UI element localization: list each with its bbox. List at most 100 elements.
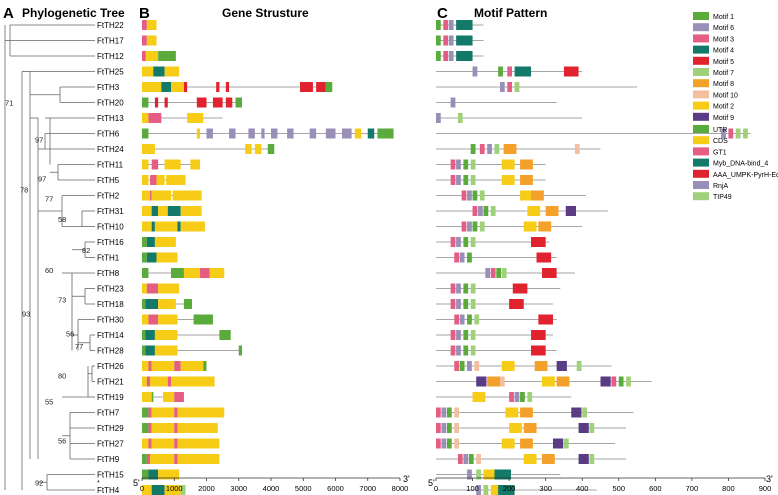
motif-7	[589, 454, 595, 464]
motif-1	[498, 66, 503, 77]
motif-6	[514, 392, 520, 402]
gene-label: FtTH5	[97, 176, 120, 185]
motif-8	[556, 376, 570, 387]
motif-6	[478, 206, 483, 216]
motif-9	[571, 407, 582, 418]
gene-block-myb	[177, 221, 181, 232]
legend-swatch	[693, 192, 709, 201]
legend-label: Motif 9	[713, 115, 734, 122]
gene-block-gt1	[174, 361, 181, 371]
motif-9	[565, 206, 577, 216]
gene-block-gt1	[148, 407, 152, 418]
gene-block-cds	[142, 113, 149, 123]
motif-9	[556, 361, 567, 371]
gene-block-utr	[219, 330, 231, 340]
gene-block-cds	[183, 268, 201, 278]
gene-structure-panel	[142, 20, 394, 495]
motif-3	[611, 376, 617, 387]
gene-block-cds	[158, 299, 176, 309]
gene-block-cds	[151, 423, 175, 433]
motif-3	[436, 423, 441, 433]
motif-6	[456, 237, 461, 247]
gene-block-gt1	[174, 392, 184, 402]
motif-5	[509, 299, 524, 309]
motif-7	[470, 330, 476, 340]
motif-6	[448, 20, 454, 30]
gene-block-myb	[161, 82, 172, 92]
motif-1	[468, 454, 474, 464]
gene-block-rnja	[287, 128, 294, 139]
gene-label: FtTH6	[97, 130, 120, 139]
motif-2	[501, 159, 515, 170]
motif-7	[474, 314, 480, 325]
gene-block-rnja	[229, 128, 236, 139]
gene-block-cds	[158, 314, 178, 325]
gene-block-cds	[142, 144, 155, 154]
gene-block-rnja	[261, 128, 265, 139]
motif-3	[436, 438, 441, 449]
motif-8	[487, 376, 500, 387]
motif-1	[472, 221, 478, 232]
motif-8	[503, 144, 517, 154]
motif-10	[454, 423, 460, 433]
motif-7	[479, 190, 485, 201]
gene-block-cds	[164, 66, 180, 77]
gene-block-myb	[153, 66, 165, 77]
gene-axis-tick-label: 7000	[359, 484, 376, 493]
gene-block-cds	[145, 51, 159, 61]
gene-block-cds	[150, 454, 175, 464]
gene-block-gt1	[200, 268, 210, 278]
motif-3	[461, 221, 467, 232]
gene-block-aaa	[316, 82, 326, 92]
gene-structure-axis: 5' 3' 0 1000 2000 3000 4000 5000 6000 7000 8000	[133, 474, 410, 493]
gene-block-utr	[142, 330, 146, 340]
gene-block-cds	[154, 345, 178, 356]
motif-3	[436, 407, 441, 418]
gene-block-utr	[238, 345, 242, 356]
motif-7	[514, 82, 520, 92]
motif-7	[470, 175, 476, 185]
motif-6	[487, 144, 492, 154]
gene-block-utr	[142, 345, 146, 356]
motif-10	[474, 361, 480, 371]
legend-label: TIP49	[713, 194, 732, 201]
motif-axis-tick-label: 400	[576, 484, 589, 493]
motif-2	[523, 454, 537, 464]
motif-7	[483, 485, 489, 495]
gene-block-myb	[151, 206, 159, 216]
legend-label: Motif 2	[713, 104, 734, 111]
gene-block-cds	[177, 438, 220, 449]
gene-block-utr	[142, 423, 149, 433]
legend-swatch	[693, 68, 709, 76]
motif-7	[490, 206, 496, 216]
legend-label: GT1	[713, 149, 727, 156]
motif-6	[448, 35, 454, 46]
gene-block-rnja	[341, 128, 352, 139]
motif-8	[520, 407, 533, 418]
legend-swatch	[693, 101, 709, 110]
gene-axis-tick-label: 8000	[392, 484, 409, 493]
motif-1	[463, 330, 469, 340]
legend-swatch	[693, 181, 709, 189]
legend-label: AAA_UMPK-PyrH-Ec	[713, 172, 778, 179]
legend-swatch	[693, 169, 709, 178]
gene-block-cds	[142, 438, 149, 449]
gene-block-cds	[151, 438, 175, 449]
panel-c-letter: C	[437, 5, 448, 22]
bootstrap-value: 97	[35, 136, 43, 145]
motif-6	[459, 252, 465, 263]
motif-7	[476, 469, 481, 480]
gene-block-gt1	[146, 454, 151, 464]
gene-block-cds	[151, 190, 172, 201]
bootstrap-value: 71	[5, 99, 13, 108]
motif-10	[454, 407, 460, 418]
bootstrap-value: 80	[58, 371, 66, 380]
motif-7	[470, 159, 476, 170]
gene-block-cds	[154, 221, 178, 232]
gene-block-cds	[142, 283, 147, 294]
gene-block-rnja	[309, 128, 317, 139]
gene-block-cds	[154, 330, 178, 340]
motif-3	[443, 20, 449, 30]
gene-block-cds	[180, 221, 205, 232]
gene-block-cds	[354, 128, 362, 139]
